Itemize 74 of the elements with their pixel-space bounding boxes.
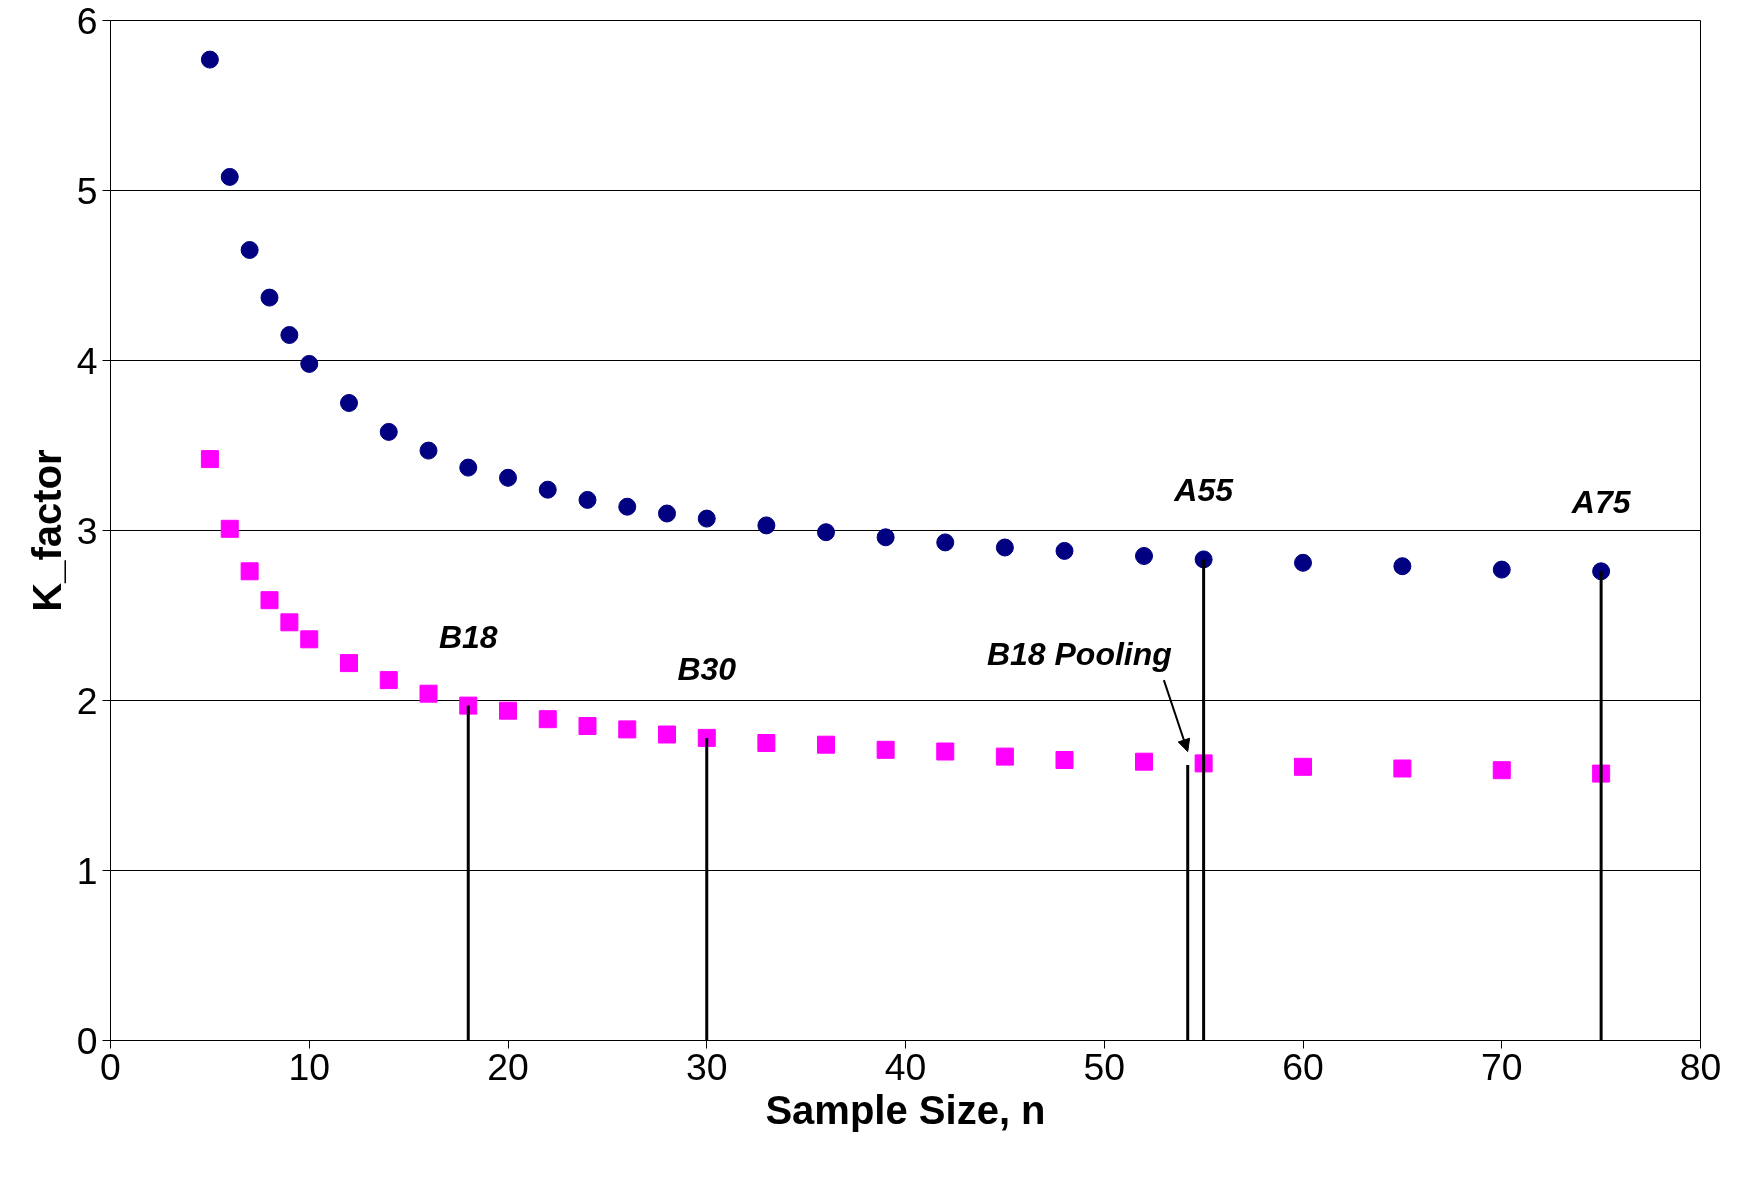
annotation: A75 (1570, 484, 1632, 521)
point (340, 654, 358, 673)
annotation: B18 Pooling (986, 635, 1172, 672)
y-tick-label: 4 (76, 339, 98, 382)
point (578, 717, 597, 735)
point (757, 734, 776, 752)
y-tick-label: 5 (76, 169, 98, 212)
x-tick-label: 10 (288, 1045, 331, 1088)
x-tick-label: 30 (685, 1045, 728, 1088)
x-tick-label: 40 (884, 1045, 927, 1088)
point (658, 725, 676, 744)
y-tick-label: 0 (76, 1019, 98, 1062)
point (499, 468, 517, 487)
point (200, 450, 219, 469)
x-tick-label: 20 (487, 1045, 529, 1088)
point (1135, 547, 1153, 565)
point (757, 516, 776, 535)
point (240, 562, 259, 581)
point (995, 747, 1014, 766)
point (459, 458, 478, 477)
point (300, 630, 319, 649)
annotation: B30 (677, 650, 737, 687)
point (499, 701, 517, 720)
point (280, 326, 299, 344)
point (200, 50, 219, 69)
point (1393, 759, 1412, 778)
point (1055, 541, 1074, 560)
point (379, 671, 398, 690)
y-axis-title: K_factor (24, 449, 69, 612)
point (260, 288, 279, 307)
y-tick-label: 3 (76, 509, 98, 552)
y-tick-label: 6 (76, 0, 98, 42)
x-tick-label: 80 (1679, 1045, 1722, 1088)
point (658, 504, 676, 523)
point (538, 480, 557, 499)
y-tick-label: 1 (76, 849, 98, 892)
x-tick-label: 60 (1282, 1045, 1324, 1088)
point (936, 533, 955, 552)
point (240, 241, 259, 259)
point (1135, 752, 1153, 771)
point (340, 394, 358, 412)
point (379, 422, 398, 441)
point (817, 735, 835, 754)
point (1492, 761, 1511, 780)
point (538, 710, 557, 729)
point (618, 720, 637, 739)
y-tick-label: 2 (76, 679, 98, 722)
point (697, 728, 716, 747)
annotation: A55 (1173, 472, 1235, 509)
x-tick-label: 50 (1083, 1045, 1126, 1088)
point (280, 613, 299, 632)
point (419, 441, 438, 460)
point (936, 742, 955, 761)
point (300, 354, 319, 373)
x-axis-title: Sample Size, n (765, 1087, 1046, 1132)
point (995, 538, 1014, 557)
point (459, 696, 478, 715)
point (220, 167, 239, 186)
point (618, 497, 637, 516)
point (1055, 751, 1074, 769)
point (578, 490, 597, 509)
x-tick-label: 70 (1480, 1045, 1523, 1088)
point (1294, 757, 1312, 776)
point (1393, 557, 1412, 576)
point (817, 523, 835, 542)
point (419, 684, 438, 703)
point (220, 519, 239, 538)
point (876, 740, 895, 759)
point (1492, 560, 1511, 579)
point (697, 509, 716, 528)
point (1294, 553, 1312, 572)
point (260, 591, 279, 610)
point (876, 528, 895, 547)
annotation: B18 (438, 618, 498, 655)
